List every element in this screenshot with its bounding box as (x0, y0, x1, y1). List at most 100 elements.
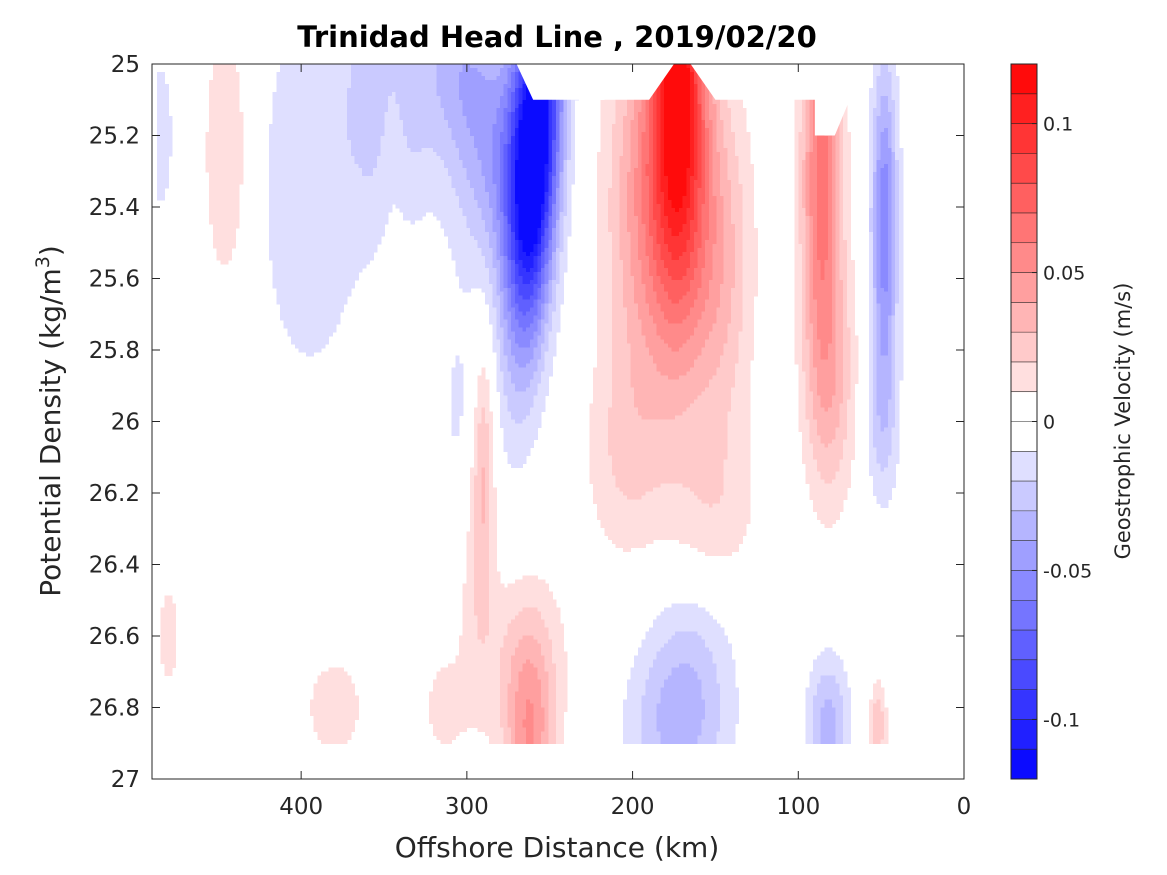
velocity-cell (701, 171, 706, 177)
velocity-cell (805, 195, 811, 201)
velocity-cell (798, 195, 803, 201)
velocity-cell (555, 211, 561, 217)
velocity-cell (671, 199, 684, 205)
velocity-cell (212, 231, 236, 237)
velocity-cell (507, 183, 512, 189)
velocity-cell (869, 147, 874, 153)
velocity-cell (309, 711, 359, 716)
velocity-cell (809, 219, 814, 225)
velocity-cell (608, 423, 729, 429)
velocity-cell (596, 307, 613, 313)
velocity-cell (742, 299, 755, 305)
velocity-cell (802, 179, 807, 185)
velocity-cell (514, 243, 520, 249)
velocity-cell (686, 191, 691, 197)
velocity-cell (705, 159, 710, 165)
velocity-cell (563, 235, 568, 241)
velocity-cell (734, 247, 743, 253)
velocity-cell (872, 203, 878, 209)
velocity-cell (701, 691, 721, 696)
velocity-cell (548, 191, 553, 197)
velocity-cell (511, 115, 516, 121)
velocity-cell (802, 111, 807, 117)
velocity-cell (514, 271, 520, 277)
velocity-cell (555, 691, 568, 696)
velocity-cell (641, 279, 654, 285)
velocity-cell (895, 339, 904, 345)
velocity-cell (500, 395, 509, 401)
velocity-cell (664, 199, 673, 205)
velocity-cell (742, 219, 755, 225)
velocity-cell (664, 195, 669, 201)
velocity-cell (641, 331, 658, 337)
velocity-cell (813, 323, 818, 329)
velocity-cell (805, 139, 811, 145)
velocity-cell (611, 167, 620, 173)
velocity-cell (630, 235, 639, 241)
velocity-cell (641, 179, 650, 185)
velocity-cell (697, 247, 706, 253)
velocity-cell (649, 267, 658, 273)
velocity-cell (500, 191, 505, 197)
velocity-cell (690, 279, 702, 285)
velocity-cell (507, 291, 512, 297)
velocity-cell (828, 179, 833, 185)
velocity-cell (828, 243, 833, 249)
velocity-cell (503, 259, 509, 265)
velocity-cell (451, 427, 460, 433)
velocity-cell (794, 239, 799, 245)
velocity-cell (705, 183, 710, 189)
velocity-cell (522, 263, 535, 269)
velocity-cell (719, 715, 740, 720)
velocity-cell (660, 99, 665, 105)
velocity-cell (548, 99, 553, 105)
velocity-cell (872, 187, 878, 193)
velocity-cell (470, 467, 479, 473)
velocity-cell (697, 147, 702, 153)
velocity-cell (671, 227, 684, 233)
velocity-cell (731, 319, 743, 325)
velocity-cell (485, 263, 494, 269)
velocity-cell (876, 87, 893, 93)
velocity-cell (645, 335, 661, 341)
velocity-cell (742, 287, 758, 293)
velocity-cell (891, 291, 896, 297)
velocity-cell (898, 239, 904, 245)
velocity-cell (645, 683, 665, 688)
velocity-cell (839, 691, 852, 696)
velocity-cell (649, 103, 654, 109)
velocity-cell (526, 267, 531, 273)
velocity-cell (798, 147, 807, 153)
velocity-cell (559, 251, 568, 257)
velocity-cell (656, 271, 669, 277)
velocity-cell (630, 163, 639, 169)
velocity-cell (533, 263, 538, 269)
velocity-cell (503, 335, 509, 341)
velocity-cell (570, 115, 576, 121)
velocity-cell (891, 243, 896, 249)
velocity-cell (458, 151, 479, 157)
velocity-cell (645, 339, 665, 345)
velocity-cell (798, 399, 807, 405)
velocity-cell (805, 203, 811, 209)
velocity-cell (544, 667, 557, 672)
velocity-cell (809, 235, 814, 241)
velocity-cell (212, 223, 240, 229)
velocity-cell (697, 547, 740, 553)
velocity-cell (816, 687, 840, 692)
velocity-cell (492, 335, 497, 341)
velocity-cell (481, 499, 486, 505)
velocity-cell (541, 375, 550, 381)
velocity-cell (690, 311, 702, 317)
velocity-cell (876, 679, 881, 684)
velocity-cell (507, 407, 531, 413)
velocity-cell (473, 523, 490, 529)
velocity-cell (809, 99, 814, 105)
velocity-cell (705, 139, 710, 145)
velocity-cell (843, 231, 852, 237)
velocity-cell (481, 247, 494, 253)
velocity-cell (447, 119, 468, 125)
velocity-cell (507, 131, 512, 137)
velocity-cell (802, 259, 807, 265)
velocity-cell (473, 559, 490, 565)
